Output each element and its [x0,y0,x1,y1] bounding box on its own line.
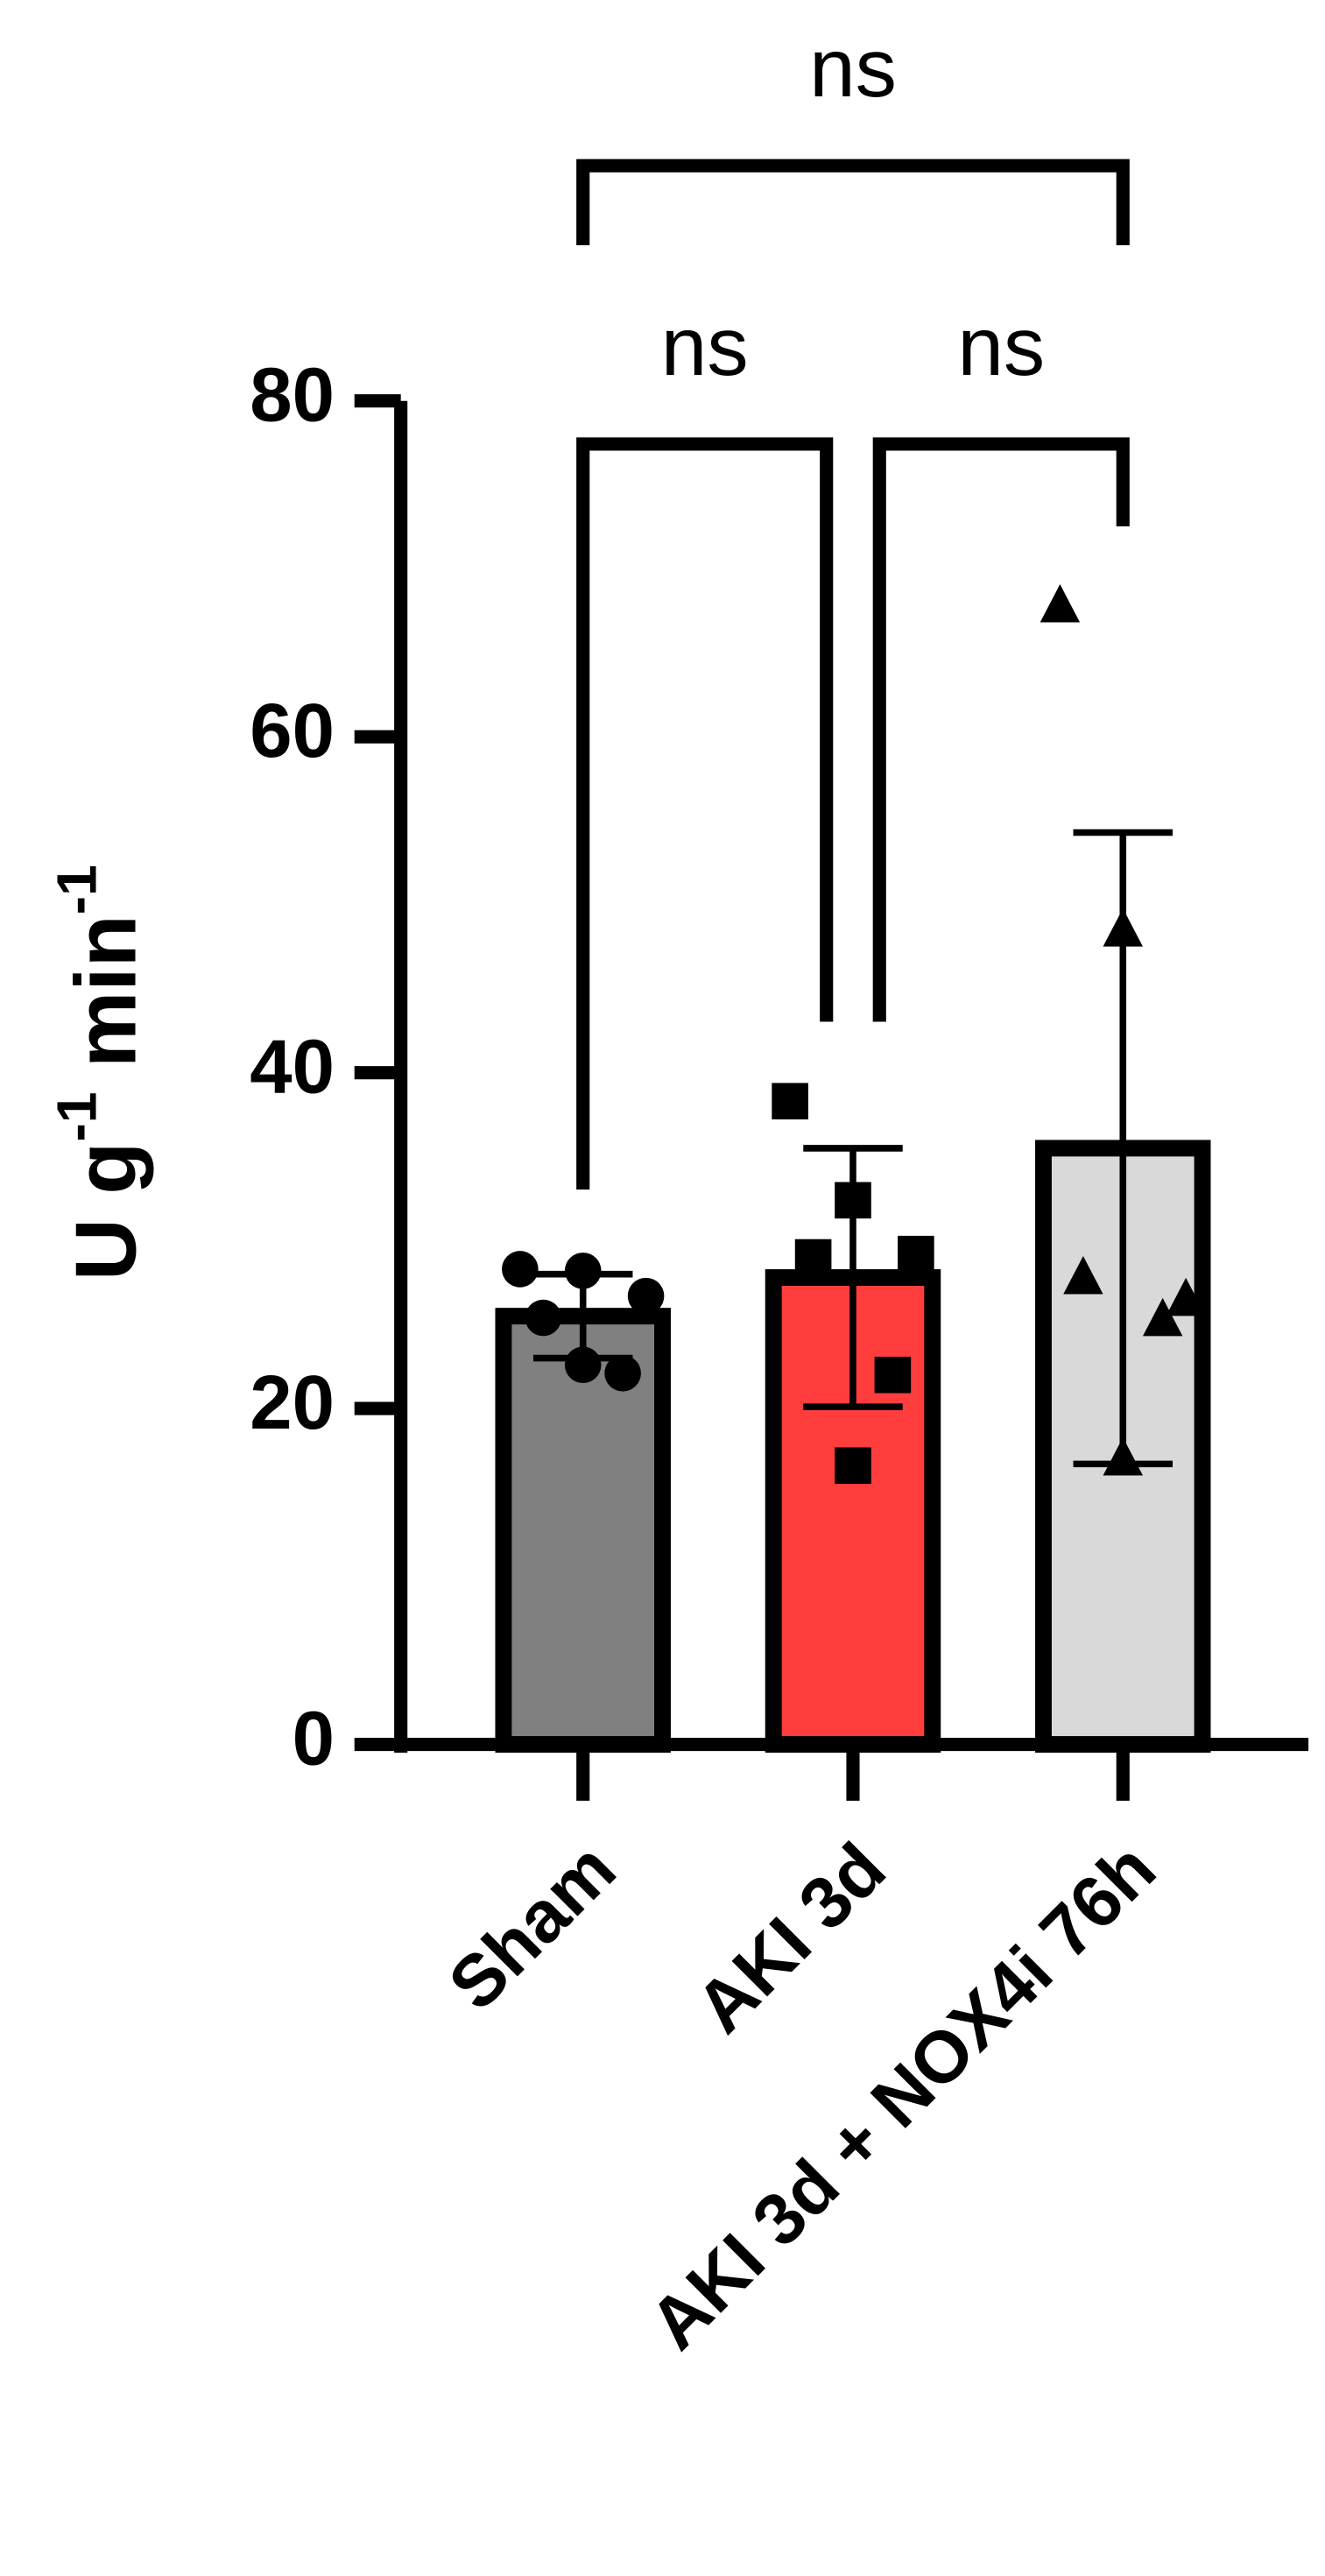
x-tick-label: AKI 3d [680,1827,901,2048]
y-tick-label: 80 [250,353,335,438]
data-point [1103,908,1143,947]
significance-bracket [872,437,1130,1022]
y-tick-label: 20 [250,1360,335,1445]
significance-bracket [576,159,1130,245]
data-point [1103,1437,1143,1476]
data-point [564,1253,602,1289]
data-point [874,1356,912,1394]
data-point [604,1355,641,1392]
data-point [525,1299,562,1337]
y-axis-label: U g-1 min-1 [46,865,154,1281]
data-point [1040,584,1081,623]
y-axis-label-part: min [58,914,154,1091]
y-tick-label: 60 [250,688,335,773]
data-point [502,1251,539,1288]
data-point [794,1239,832,1276]
data-point [627,1277,665,1315]
y-tick-label: 0 [292,1697,335,1782]
x-tick-label: AKI 3d + NOX4i 76h [634,1827,1171,2364]
significance-label: ns [661,300,749,393]
data-point [1166,1277,1206,1316]
significance-label: ns [809,22,897,115]
significance-bracket [576,437,834,1190]
bar [495,1308,671,1753]
data-point [772,1083,808,1120]
y-axis-label-part: -1 [46,865,109,914]
y-tick-label: 40 [250,1025,335,1110]
data-point [835,1182,871,1219]
data-point [898,1235,934,1273]
data-point [1063,1255,1103,1295]
y-axis-label-part: -1 [46,1092,109,1142]
significance-label: ns [957,300,1045,393]
x-tick-label: Sham [433,1827,631,2025]
data-point [835,1447,871,1485]
data-point [564,1346,602,1384]
y-axis-label-part: U g [58,1142,154,1281]
data-point [1142,1297,1183,1337]
